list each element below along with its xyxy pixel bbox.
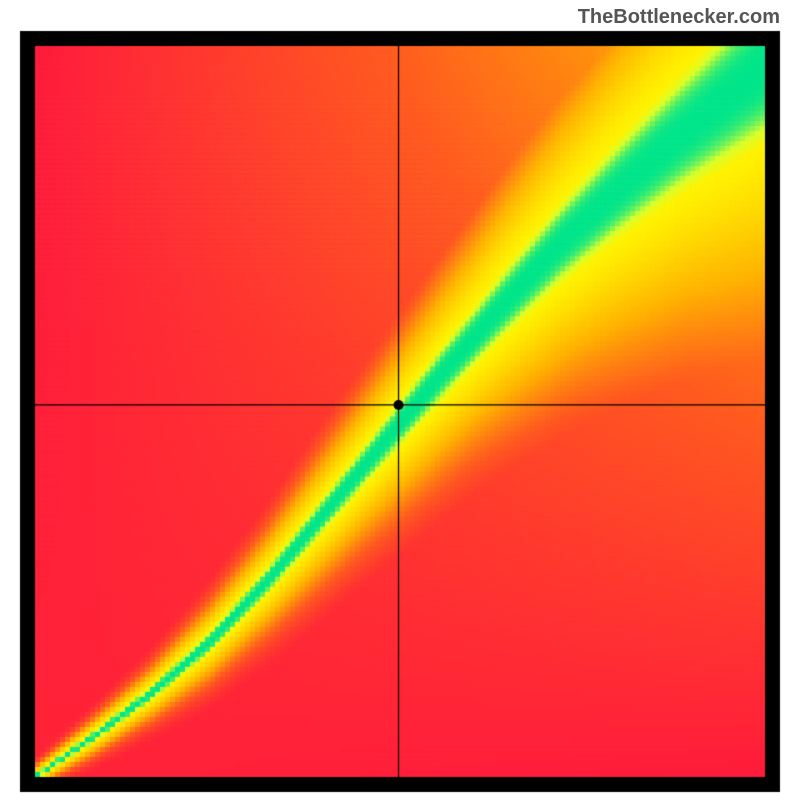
bottleneck-heatmap [0,0,800,800]
attribution-text: TheBottlenecker.com [578,6,780,29]
chart-container: TheBottlenecker.com [0,0,800,800]
